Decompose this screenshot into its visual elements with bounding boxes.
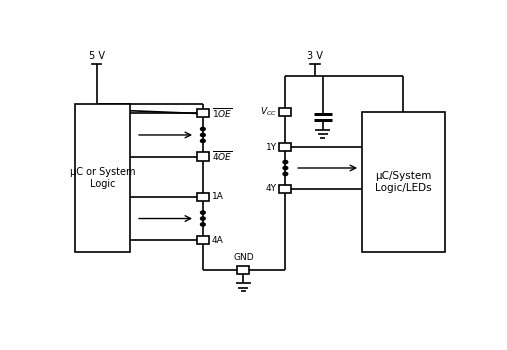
Bar [279, 108, 291, 116]
Text: 5 V: 5 V [89, 51, 105, 62]
Circle shape [200, 223, 205, 226]
Circle shape [200, 211, 205, 214]
Text: 1A: 1A [211, 193, 224, 202]
Bar [197, 109, 209, 118]
Text: $\overline{1OE}$: $\overline{1OE}$ [211, 106, 232, 120]
Bar [197, 236, 209, 244]
Circle shape [200, 127, 205, 131]
Bar [279, 143, 291, 151]
Bar [197, 193, 209, 201]
Text: 4Y: 4Y [266, 184, 277, 194]
Text: $V_{CC}$: $V_{CC}$ [260, 106, 277, 118]
Circle shape [283, 172, 288, 176]
Circle shape [283, 160, 288, 164]
Circle shape [283, 166, 288, 170]
Bar [197, 153, 209, 161]
Bar [362, 112, 445, 252]
Circle shape [200, 139, 205, 142]
Text: 4A: 4A [211, 236, 223, 245]
Bar [237, 266, 249, 274]
Text: 3 V: 3 V [307, 51, 323, 62]
Bar [75, 104, 130, 252]
Text: $\overline{4OE}$: $\overline{4OE}$ [211, 149, 232, 163]
Text: μC or System
Logic: μC or System Logic [70, 167, 135, 189]
Circle shape [200, 217, 205, 220]
Text: 1Y: 1Y [266, 142, 277, 152]
Text: μC/System
Logic/LEDs: μC/System Logic/LEDs [375, 172, 431, 193]
Bar [279, 185, 291, 193]
Text: GND: GND [233, 253, 254, 262]
Circle shape [200, 133, 205, 136]
